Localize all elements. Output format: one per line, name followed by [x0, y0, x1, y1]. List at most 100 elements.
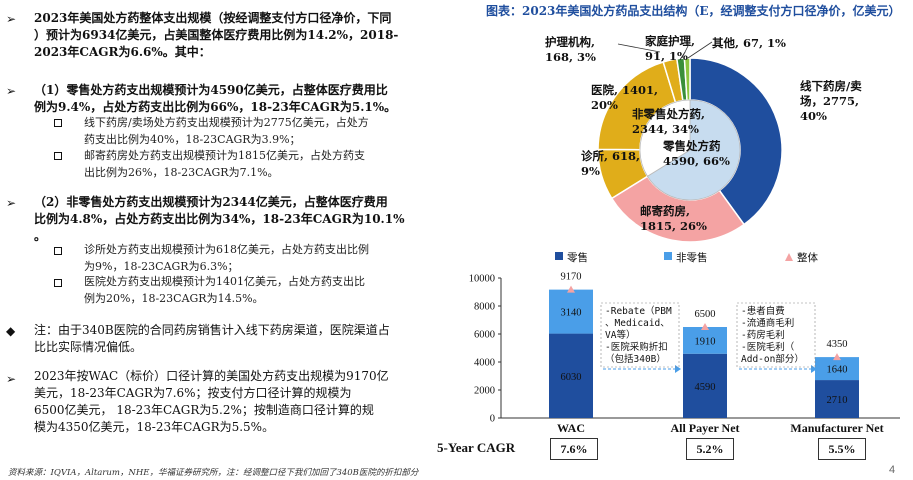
text-line: 邮寄药房处方药支出规模预计为1815亿美元，占处方药支 — [84, 149, 365, 162]
legend-label-0: 零售 — [567, 251, 588, 264]
bar-retail — [549, 333, 593, 418]
pie-label-other: 其他, 67, 1% — [712, 36, 786, 50]
checkbox-square-icon — [54, 279, 62, 287]
text-line: 比例为4.8%，占处方药支出比例为34%，18-23年CAGR为10.1% — [34, 212, 405, 226]
text-line: 注：由于340B医院的合同药房销售计入线下药房渠道，医院渠道占 — [34, 323, 390, 337]
text-line: 线下药房/卖场处方药支出规模预计为2775亿美元，占处方 — [84, 116, 369, 129]
pie-label-nursing: 护理机构, — [545, 35, 595, 49]
pie-outer-ring — [597, 57, 783, 243]
cagr-value-manufacturer: 5.5% — [818, 438, 866, 460]
annotation-text: -医院采购折扣 — [605, 341, 668, 353]
page-number: 4 — [889, 464, 896, 476]
pie-label-clinic: 9% — [581, 164, 600, 178]
bar-label-nonretail: 1640 — [827, 365, 848, 376]
pie-slice-inner — [646, 99, 741, 201]
pie-label-inner-nonretail: 2344, 34% — [632, 122, 699, 136]
bullet-text-total: 2023年美国处方药整体支出规模（按经调整支付方口径净价，下同 ）预计为6934… — [34, 10, 434, 61]
text-line: ）预计为6934亿美元，占美国整体医疗费用比例为14.2%，2018- — [34, 28, 399, 42]
y-tick-label: 8000 — [474, 302, 495, 313]
text-line: 比比实际情况偏低。 — [34, 340, 143, 354]
source-note: 资料来源：IQVIA，Altarum，NHE，华福证券研究所，注：经调整口径下我… — [8, 468, 419, 478]
leader-line — [687, 41, 713, 59]
pie-label-clinic: 诊所, 618, — [581, 149, 640, 163]
pie-label-offline: 场，2775, — [800, 94, 859, 108]
total-marker — [567, 285, 575, 293]
pie-labels: 线下药房/卖场，2775,40% 邮寄药房,1815, 26% 诊所, 618,9%… — [545, 34, 862, 233]
legend-label-1: 非零售 — [676, 251, 708, 264]
cagr-value-wac: 7.6% — [550, 438, 598, 460]
leader-line — [681, 41, 691, 59]
annotation-text: Add-on部分） — [741, 353, 804, 365]
bar-nonretail — [683, 327, 727, 354]
stacked-bar-chart: 零售 非零售 整体 0 2000 4000 6000 8000 10000 6030 3140 917… — [469, 251, 900, 435]
total-label: 9170 — [561, 272, 582, 283]
total-marker — [833, 353, 841, 361]
sub-item-hospital: 医院处方药支出规模预计为1401亿美元，占处方药支出比 例为20%，18-23C… — [84, 273, 424, 307]
bar-label-retail: 2710 — [827, 395, 848, 406]
annotation-text: 、Medicaid、 — [605, 318, 670, 329]
bullet-marker: ➢ — [6, 84, 17, 98]
total-label: 4350 — [827, 339, 848, 350]
pie-label-home: 家庭护理, — [645, 34, 695, 48]
text-line: 医院处方药支出规模预计为1401亿美元，占处方药支出比 — [84, 275, 365, 288]
pie-label-home: 91, 1% — [645, 49, 688, 63]
text-line: 。 — [34, 229, 47, 243]
text-line: 为9%，18-23CAGR为6.3%； — [84, 260, 239, 273]
bar-retail — [815, 380, 859, 418]
annotation-text: VA等） — [605, 329, 635, 341]
checkbox-square-icon — [54, 152, 62, 160]
annotation-box — [600, 302, 680, 368]
total-marker — [701, 323, 709, 330]
bullet-marker: ➢ — [6, 12, 17, 26]
pie-label-hospital: 20% — [591, 98, 618, 112]
category-label: WAC — [557, 421, 585, 435]
y-tick-label: 2000 — [474, 386, 495, 397]
figure-title: 图表：2023年美国处方药品支出结构（E，经调整支付方口径净价，亿美元） — [486, 4, 901, 18]
cagr-label: 5-Year CAGR — [437, 440, 516, 455]
text-line: 2023年按WAC（标价）口径计算的美国处方药支出规模为9170亿 — [34, 369, 389, 383]
pie-label-inner-retail: 4590, 66% — [663, 154, 730, 168]
bar-label-retail: 6030 — [561, 372, 582, 383]
text-line: 出比例为26%，18-23CAGR为7.1%。 — [84, 166, 279, 179]
text-line: 2023年CAGR为6.6%。其中： — [34, 45, 211, 59]
text-line: 例为9.4%，占处方药支出比例为66%，18-23年CAGR为5.1%。 — [34, 100, 397, 114]
sub-item-clinic: 诊所处方药支出规模预计为618亿美元，占处方药支出比例 为9%，18-23CAG… — [84, 241, 424, 275]
annotation-text: -患者自费 — [741, 305, 785, 317]
text-line: 例为20%，18-23CAGR为14.5%。 — [84, 292, 264, 305]
pie-label-mail: 邮寄药房, — [640, 204, 690, 218]
note-text: 注：由于340B医院的合同药房销售计入线下药房渠道，医院渠道占 比比实际情况偏低… — [34, 322, 434, 356]
pie-label-inner-nonretail: 非零售处方药, — [632, 107, 705, 121]
category-label: Manufacturer Net — [790, 421, 883, 435]
y-tick-label: 4000 — [474, 358, 495, 369]
checkbox-square-icon — [54, 247, 62, 255]
pie-label-hospital: 医院, 1401, — [591, 83, 658, 97]
legend-triangle-icon — [785, 253, 793, 261]
text-line: 诊所处方药支出规模预计为618亿美元，占处方药支出比例 — [84, 243, 369, 256]
legend-swatch — [664, 252, 672, 260]
annotation-box — [736, 302, 816, 368]
bullet-marker: ➢ — [6, 196, 17, 210]
bullet-text-wac: 2023年按WAC（标价）口径计算的美国处方药支出规模为9170亿 美元，18-… — [34, 368, 434, 436]
bar-nonretail — [549, 289, 593, 334]
pie-label-inner-retail: 零售处方药 — [662, 139, 721, 153]
bar-label-retail: 4590 — [695, 382, 716, 393]
annotation-text: （包括340B） — [605, 353, 666, 365]
category-label: All Payer Net — [670, 421, 739, 435]
y-tick-label: 0 — [490, 414, 495, 425]
bar-label-nonretail: 3140 — [561, 308, 582, 319]
pie-label-mail: 1815, 26% — [640, 219, 707, 233]
bar-label-nonretail: 1910 — [695, 336, 716, 347]
cagr-value-all-payer: 5.2% — [686, 438, 734, 460]
y-tick-label: 6000 — [474, 330, 495, 341]
pie-label-offline: 40% — [800, 109, 827, 123]
annotation-text: -流通商毛利 — [741, 317, 794, 329]
bullet-text-retail: （1）零售处方药支出规模预计为4590亿美元，占整体医疗费用比 例为9.4%，占… — [34, 82, 434, 116]
text-line: 药支出比例为40%，18-23CAGR为3.9%； — [84, 133, 301, 146]
leader-line — [617, 43, 661, 53]
annotation-text: -Rebate（PBM — [605, 305, 672, 317]
y-tick-label: 10000 — [469, 274, 495, 285]
text-line: 模为4350亿美元，18-23年CAGR为5.5%。 — [34, 420, 275, 434]
pie-label-nursing: 168, 3% — [545, 50, 596, 64]
annotation-text: -医院毛利（ — [741, 341, 795, 353]
